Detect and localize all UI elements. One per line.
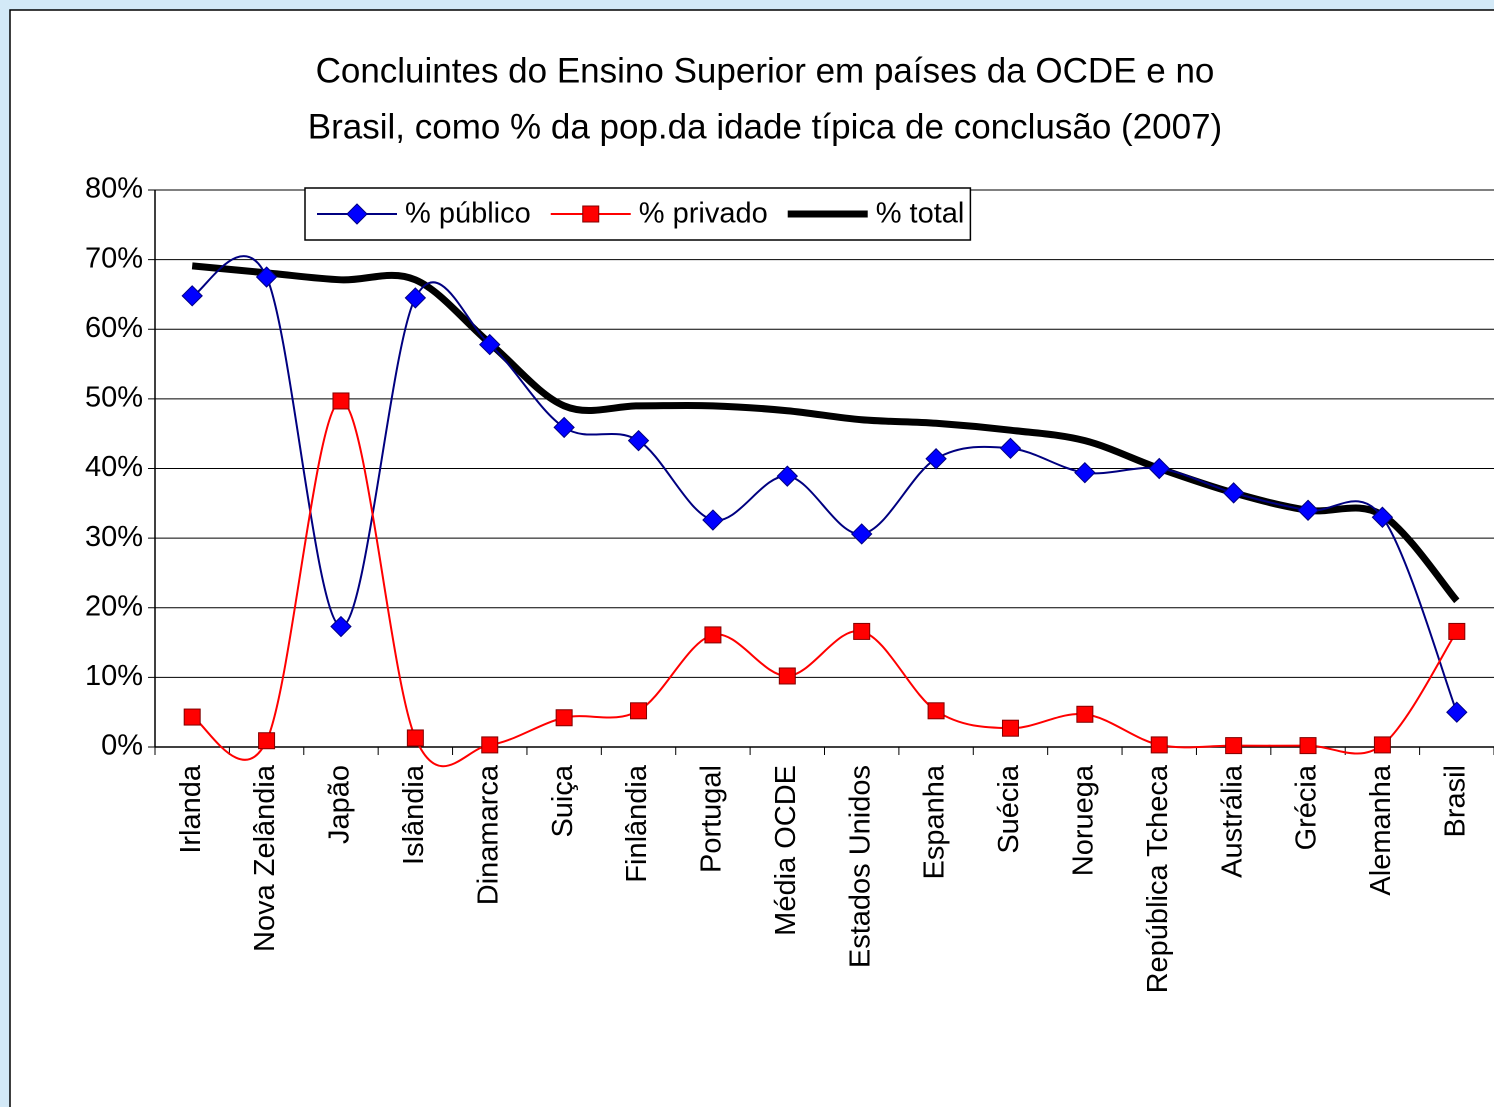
marker — [258, 732, 276, 750]
x-tick-label: Alemanha — [1365, 764, 1397, 895]
y-tick-label: 60% — [85, 312, 143, 344]
marker — [183, 708, 201, 726]
marker — [1448, 622, 1466, 640]
marker — [1001, 719, 1019, 737]
x-tick-label: Média OCDE — [770, 765, 802, 936]
chart-title: Concluintes do Ensino Superior em países… — [316, 51, 1215, 90]
x-tick-label: Irlanda — [175, 764, 207, 854]
marker — [850, 523, 873, 545]
y-tick-label: 30% — [85, 521, 143, 553]
marker — [404, 287, 427, 309]
marker — [406, 729, 424, 747]
marker — [582, 205, 600, 223]
chart-title: Brasil, como % da pop.da idade típica de… — [308, 107, 1222, 146]
y-tick-label: 50% — [85, 382, 143, 414]
marker — [999, 437, 1022, 460]
x-tick-label: Japão — [324, 765, 356, 844]
marker — [1297, 499, 1319, 521]
marker — [553, 416, 575, 439]
marker — [1373, 736, 1391, 754]
legend-label: % público — [405, 198, 531, 230]
x-tick-label: República Tcheca — [1142, 764, 1174, 993]
marker — [853, 622, 871, 640]
marker — [555, 709, 573, 727]
marker — [332, 392, 350, 410]
legend-label: % total — [876, 198, 965, 230]
marker — [702, 509, 724, 531]
marker — [627, 429, 650, 452]
x-tick-label: Suiça — [547, 764, 579, 837]
x-tick-label: Brasil — [1439, 765, 1471, 838]
y-tick-label: 10% — [85, 660, 143, 692]
marker — [346, 203, 368, 225]
marker — [1225, 737, 1243, 755]
marker — [1074, 461, 1096, 484]
legend-label: % privado — [639, 198, 768, 230]
marker — [330, 615, 352, 638]
chart-panel — [9, 9, 1494, 1107]
x-tick-label: Suécia — [993, 764, 1025, 854]
marker — [1299, 737, 1317, 755]
marker — [1446, 701, 1468, 723]
marker — [704, 626, 722, 644]
marker — [181, 285, 203, 307]
x-tick-label: Dinamarca — [472, 764, 504, 905]
x-tick-label: Portugal — [696, 765, 728, 873]
x-tick-label: Austrália — [1216, 764, 1248, 878]
x-tick-label: Grécia — [1291, 764, 1323, 850]
marker — [479, 333, 501, 356]
x-tick-label: Espanha — [919, 764, 951, 879]
y-tick-label: 70% — [85, 242, 143, 274]
y-tick-label: 80% — [85, 173, 143, 205]
x-tick-label: Noruega — [1068, 764, 1100, 876]
marker — [925, 448, 947, 470]
marker — [1148, 457, 1170, 480]
marker — [1076, 705, 1094, 723]
marker — [927, 702, 945, 720]
marker — [1222, 482, 1245, 504]
marker — [776, 465, 799, 487]
marker — [630, 702, 648, 720]
y-tick-label: 40% — [85, 451, 143, 483]
y-tick-label: 20% — [85, 590, 143, 622]
y-tick-label: 0% — [101, 730, 143, 762]
marker — [1150, 736, 1168, 754]
marker — [778, 667, 796, 685]
x-tick-label: Nova Zelândia — [249, 764, 281, 952]
marker — [255, 266, 278, 288]
x-tick-label: Estados Unidos — [844, 765, 876, 968]
marker — [481, 736, 499, 754]
x-tick-label: Finlândia — [621, 764, 653, 883]
legend: % público % privado % total — [304, 187, 972, 241]
x-tick-label: Islândia — [398, 764, 430, 865]
marker — [1371, 506, 1394, 528]
